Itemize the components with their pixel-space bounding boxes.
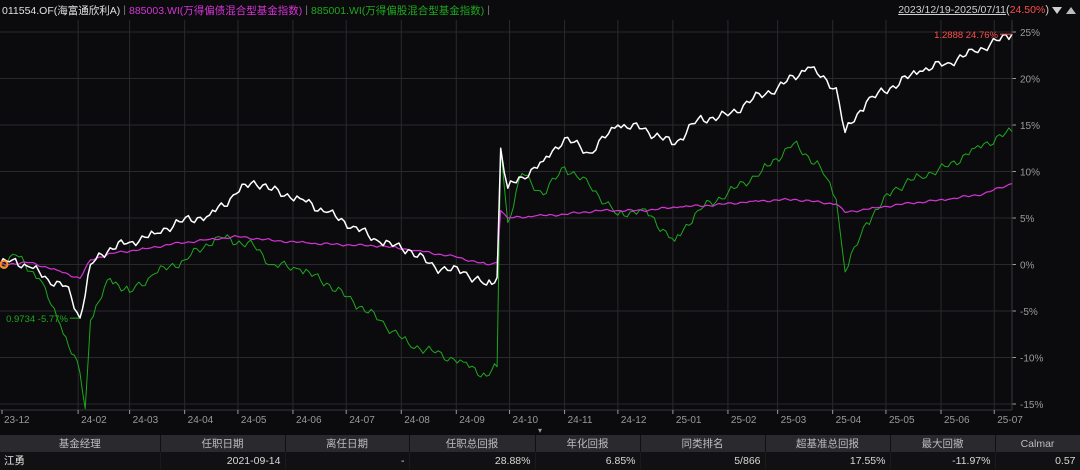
series-line-1 xyxy=(0,183,1013,279)
table-cell: 28.88% xyxy=(409,452,536,469)
y-tick-label: 20% xyxy=(1020,75,1040,86)
x-tick-label: 23-12 xyxy=(4,415,30,426)
y-tick-label: 0% xyxy=(1020,261,1035,272)
y-tick-label: -10% xyxy=(1020,354,1043,365)
annotation-label: 0.9734 -5.77% xyxy=(6,314,68,325)
x-axis: 23-12 24-02 24-03 24-04 24-05 24-06 24-07 24-08… xyxy=(0,409,1023,426)
range-paren-open: ( xyxy=(1006,4,1010,16)
table-header-cell[interactable]: 任职日期 xyxy=(160,435,286,452)
table-header-cell[interactable]: 基金经理 xyxy=(0,435,161,452)
x-tick-label: 24-12 xyxy=(621,415,647,426)
dropdown-arrow-icon[interactable] xyxy=(1052,6,1062,14)
x-tick-label: 25-03 xyxy=(781,415,807,426)
date-range-control: 2023/12/19-2025/07/11 ( 24.50% ) xyxy=(898,4,1080,16)
legend-separator: | xyxy=(305,4,309,16)
table-header-cell[interactable]: 年化回报 xyxy=(535,435,641,452)
table-cell: 2021-09-14 xyxy=(160,452,286,469)
x-tick-label: 25-04 xyxy=(836,415,862,426)
series-legend: 011554.OF(海富通欣利A) | 885003.WI(万得偏债混合型基金指… xyxy=(0,3,493,18)
annotations: 0.9734 -5.77% 1.2888 24.76% xyxy=(0,30,1012,325)
legend-fund[interactable]: 011554.OF(海富通欣利A) xyxy=(2,4,121,17)
legend-bench1[interactable]: 885003.WI(万得偏债混合型基金指数) xyxy=(129,4,303,17)
series-line-0 xyxy=(0,33,1013,319)
legend-separator: | xyxy=(123,4,126,16)
x-tick-label: 24-09 xyxy=(459,415,485,426)
collapse-up-icon[interactable] xyxy=(1066,6,1076,14)
x-tick-label: 24-03 xyxy=(133,415,159,426)
date-range-text[interactable]: 2023/12/19-2025/07/11 xyxy=(898,4,1007,16)
y-axis: 25% 20% 15% 10% 5% 0% -5% -10% -15% xyxy=(1011,20,1043,411)
x-tick-label: 24-04 xyxy=(188,415,214,426)
table-header-cell[interactable]: 同类排名 xyxy=(640,435,766,452)
start-marker-icon xyxy=(0,260,9,269)
table-header-cell[interactable]: 任职总回报 xyxy=(409,435,536,452)
performance-chart: 23-12 24-02 24-03 24-04 24-05 24-06 24-07 24-08… xyxy=(0,20,1043,426)
table-header-cell[interactable]: 离任日期 xyxy=(285,435,410,452)
x-tick-label: 25-06 xyxy=(944,415,970,426)
x-tick-label: 25-01 xyxy=(676,415,702,426)
x-tick-label: 24-06 xyxy=(296,415,322,426)
y-tick-label: 5% xyxy=(1020,214,1035,225)
legend-bench2[interactable]: 885001.WI(万得偏股混合型基金指数) xyxy=(311,4,485,17)
chart-header: 011554.OF(海富通欣利A) | 885003.WI(万得偏债混合型基金指… xyxy=(0,0,1080,20)
table-cell: - xyxy=(285,452,410,469)
x-tick-label: 25-02 xyxy=(731,415,757,426)
table-cell: 5/866 xyxy=(640,452,766,469)
x-tick-label: 24-10 xyxy=(513,415,539,426)
y-tick-label: 25% xyxy=(1020,28,1040,39)
x-tick-label: 24-11 xyxy=(568,415,593,426)
x-tick-label: 24-02 xyxy=(81,415,107,426)
series-lines xyxy=(0,33,1013,410)
table-header-cell[interactable]: Calmar xyxy=(995,435,1080,452)
table-cell: 17.55% xyxy=(765,452,891,469)
x-tick-label: 24-05 xyxy=(241,415,267,426)
y-tick-label: 15% xyxy=(1020,121,1040,132)
table-header-cell[interactable]: 超基准总回报 xyxy=(765,435,891,452)
manager-table: 基金经理 任职日期 离任日期 任职总回报 年化回报 同类排名 超基准总回报 最大回撤 Calma… xyxy=(0,435,1080,470)
range-paren-close: ) xyxy=(1045,4,1049,16)
table-cell: 6.85% xyxy=(535,452,641,469)
table-cell: 0.57 xyxy=(995,452,1080,469)
table-header-cell[interactable]: 最大回撤 xyxy=(890,435,996,452)
series-line-2 xyxy=(0,127,1013,410)
legend-separator: | xyxy=(487,4,491,16)
x-tick-label: 25-05 xyxy=(889,415,915,426)
y-tick-label: 10% xyxy=(1020,168,1040,179)
grid-lines xyxy=(0,20,1012,410)
table-header-row: 基金经理 任职日期 离任日期 任职总回报 年化回报 同类排名 超基准总回报 最大回撤 Calma… xyxy=(0,435,1080,452)
range-return: 24.50% xyxy=(1009,4,1046,16)
table-row[interactable]: 江勇 2021-09-14-28.88% 6.85% 5/866 17.55% -11.9… xyxy=(0,452,1080,469)
table-cell: -11.97% xyxy=(890,452,996,469)
y-tick-label: -5% xyxy=(1020,307,1038,318)
collapse-table-icon[interactable]: ▾ xyxy=(537,426,542,435)
x-tick-label: 24-08 xyxy=(404,415,430,426)
annotation-label: 1.2888 24.76% xyxy=(934,30,998,41)
x-tick-label: 25-07 xyxy=(997,415,1023,426)
y-tick-label: -15% xyxy=(1020,400,1043,411)
table-cell: 江勇 xyxy=(0,452,161,469)
x-tick-label: 24-07 xyxy=(349,415,375,426)
